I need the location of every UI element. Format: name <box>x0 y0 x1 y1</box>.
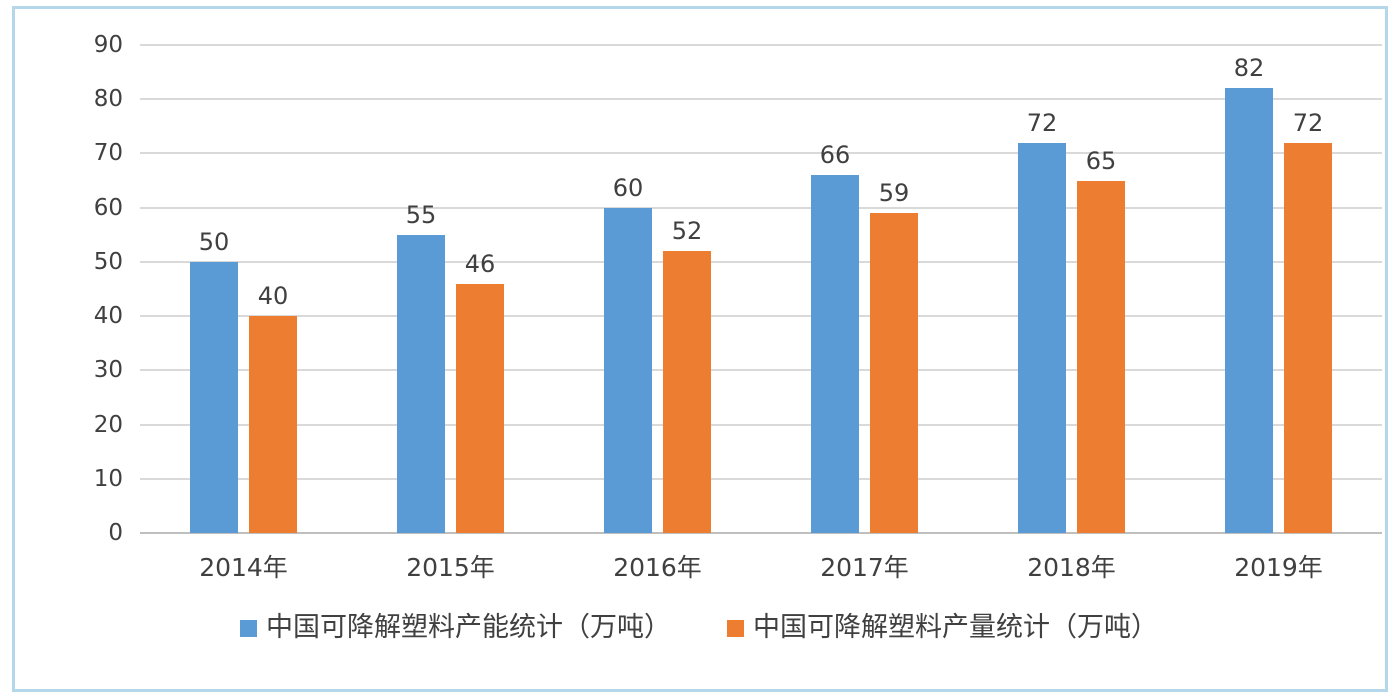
bar-capacity-2016年 <box>604 207 652 533</box>
gridline-10 <box>140 477 1382 480</box>
x-axis-tick-2015年: 2015年 <box>406 553 495 582</box>
y-axis-tick-80: 80 <box>93 86 123 113</box>
gridline-80 <box>140 98 1382 101</box>
gridline-40 <box>140 315 1382 318</box>
bar-output-2016年 <box>663 251 711 533</box>
bar-capacity-2015年 <box>397 234 445 533</box>
y-axis-tick-10: 10 <box>93 465 123 492</box>
bar-output-2018年 <box>1077 180 1125 533</box>
y-axis-tick-30: 30 <box>93 357 123 384</box>
bar-value-output-2015年: 46 <box>464 249 496 278</box>
bar-output-2017年 <box>870 213 918 533</box>
bar-value-capacity-2017年: 66 <box>819 141 851 170</box>
bar-value-output-2018年: 65 <box>1085 146 1117 175</box>
y-axis-tick-0: 0 <box>108 520 123 546</box>
bar-value-capacity-2016年: 60 <box>612 173 644 202</box>
gridline-20 <box>140 423 1382 426</box>
x-axis-tick-2018年: 2018年 <box>1027 553 1116 582</box>
bar-output-2014年 <box>249 316 297 533</box>
legend-item-output: 中国可降解塑料产量统计（万吨） <box>727 612 1158 644</box>
x-axis-tick-2014年: 2014年 <box>199 553 288 582</box>
y-axis-tick-50: 50 <box>93 248 123 275</box>
gridline-0 <box>140 532 1382 534</box>
legend-label-capacity: 中国可降解塑料产能统计（万吨） <box>266 612 671 643</box>
bar-capacity-2017年 <box>811 175 859 533</box>
gridline-30 <box>140 369 1382 372</box>
chart-legend: 中国可降解塑料产能统计（万吨） 中国可降解塑料产量统计（万吨） <box>0 612 1398 644</box>
bar-value-capacity-2018年: 72 <box>1026 108 1058 137</box>
bar-value-capacity-2019年: 82 <box>1233 54 1265 83</box>
bar-value-capacity-2014年: 50 <box>198 227 230 256</box>
legend-swatch-icon <box>727 619 744 637</box>
gridline-90 <box>140 44 1382 46</box>
gridline-70 <box>140 152 1382 155</box>
y-axis-tick-60: 60 <box>93 194 123 221</box>
y-axis-tick-70: 70 <box>93 140 123 167</box>
bar-output-2015年 <box>456 283 504 533</box>
legend-item-capacity: 中国可降解塑料产能统计（万吨） <box>240 612 671 644</box>
bar-output-2019年 <box>1284 142 1332 533</box>
x-axis-tick-2019年: 2019年 <box>1234 553 1323 582</box>
bar-capacity-2014年 <box>190 261 238 533</box>
x-axis-tick-2016年: 2016年 <box>613 553 702 582</box>
y-axis-tick-40: 40 <box>93 303 123 330</box>
x-axis-tick-2017年: 2017年 <box>820 553 909 582</box>
bar-value-output-2016年: 52 <box>671 217 703 246</box>
bar-value-capacity-2015年: 55 <box>405 200 437 229</box>
y-axis-tick-90: 90 <box>93 32 123 58</box>
legend-swatch-icon <box>240 619 257 637</box>
bar-value-output-2014年: 40 <box>257 282 289 311</box>
bar-capacity-2018年 <box>1018 142 1066 533</box>
bar-value-output-2017年: 59 <box>878 179 910 208</box>
bar-capacity-2019年 <box>1225 88 1273 533</box>
gridline-50 <box>140 260 1382 263</box>
bar-value-output-2019年: 72 <box>1292 108 1324 137</box>
legend-label-output: 中国可降解塑料产量统计（万吨） <box>753 612 1158 643</box>
gridline-60 <box>140 206 1382 209</box>
y-axis-tick-20: 20 <box>93 411 123 438</box>
